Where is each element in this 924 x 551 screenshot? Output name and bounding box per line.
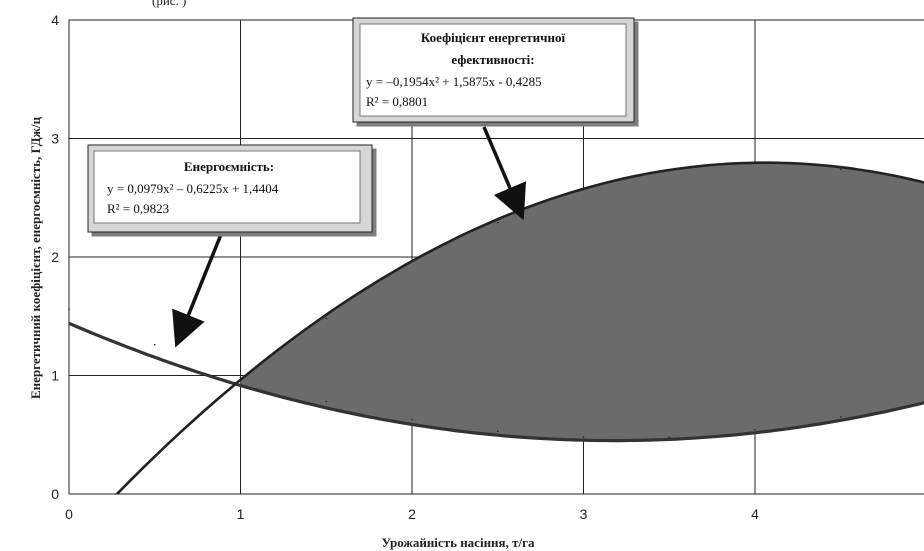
annotation-energy-intensity: Енергоємність: y = 0,0979x² – 0,6225x + … bbox=[87, 144, 373, 233]
annotation-r-squared: R² = 0,9823 bbox=[107, 201, 169, 216]
x-axis-title: Урожайність насіння, т/га bbox=[382, 535, 535, 550]
y-axis-title: Енергетичний коефіцієнт, енергоємність, … bbox=[28, 116, 43, 399]
data-point-energy_intensity bbox=[153, 343, 156, 346]
annotation-equation: y = –0,1954x² + 1,5875x - 0,4285 bbox=[366, 74, 542, 89]
shaded-region bbox=[240, 162, 924, 441]
series-line-energy-intensity bbox=[68, 321, 924, 443]
annotation-energy-efficiency: Коефіцієнт енергетичної ефективності: y … bbox=[352, 17, 635, 123]
data-point-energy_efficiency bbox=[325, 317, 328, 320]
data-point-energy_efficiency bbox=[114, 493, 117, 495]
y-tick-label: 2 bbox=[51, 249, 59, 265]
data-point-energy_intensity bbox=[411, 418, 413, 421]
y-tick-label: 0 bbox=[51, 486, 59, 502]
data-point-energy_efficiency bbox=[668, 169, 671, 172]
data-point-energy_intensity bbox=[68, 308, 70, 310]
data-point-energy_intensity bbox=[325, 400, 328, 403]
data-point-energy_intensity bbox=[754, 429, 756, 431]
data-point-energy_intensity bbox=[839, 416, 842, 418]
arrow-energy-intensity bbox=[172, 231, 224, 348]
data-point-energy_efficiency bbox=[839, 168, 842, 171]
arrow-energy-efficiency bbox=[482, 126, 527, 221]
annotation-inner-box bbox=[359, 23, 627, 117]
shaded-area bbox=[240, 162, 924, 441]
annotation-inner-box bbox=[93, 150, 361, 224]
x-tick-label: 0 bbox=[65, 506, 73, 522]
x-tick-label: 4 bbox=[751, 506, 759, 522]
tick-labels: 0 1 2 3 4 0 1 2 3 4 bbox=[51, 12, 759, 522]
data-point-energy_intensity bbox=[582, 436, 585, 438]
annotation-title-line-1: Коефіцієнт енергетичної bbox=[421, 30, 566, 45]
x-tick-label: 1 bbox=[237, 506, 245, 522]
data-point-energy_efficiency bbox=[239, 377, 242, 379]
y-tick-label: 3 bbox=[51, 131, 59, 147]
top-text-fragment: (рис. ) bbox=[152, 0, 186, 8]
data-point-energy_efficiency bbox=[582, 188, 585, 191]
annotation-arrows bbox=[172, 126, 527, 348]
y-tick-label: 1 bbox=[51, 368, 59, 384]
annotation-r-squared: R² = 0,8801 bbox=[366, 94, 428, 109]
x-tick-label: 3 bbox=[580, 506, 588, 522]
data-point-energy_efficiency bbox=[754, 161, 756, 163]
annotation-equation: y = 0,0979x² – 0,6225x + 1,4404 bbox=[107, 181, 279, 196]
data-point-energy_efficiency bbox=[496, 221, 499, 224]
data-point-energy_intensity bbox=[496, 430, 499, 432]
y-tick-label: 4 bbox=[51, 12, 59, 28]
data-point-energy_efficiency bbox=[411, 260, 413, 263]
data-point-energy_intensity bbox=[239, 374, 242, 377]
annotation-title-line-2: ефективності: bbox=[451, 52, 534, 67]
annotation-title: Енергоємність: bbox=[184, 159, 274, 174]
data-point-energy_efficiency bbox=[153, 455, 156, 457]
x-tick-label: 2 bbox=[408, 506, 416, 522]
data-point-energy_intensity bbox=[668, 436, 671, 438]
